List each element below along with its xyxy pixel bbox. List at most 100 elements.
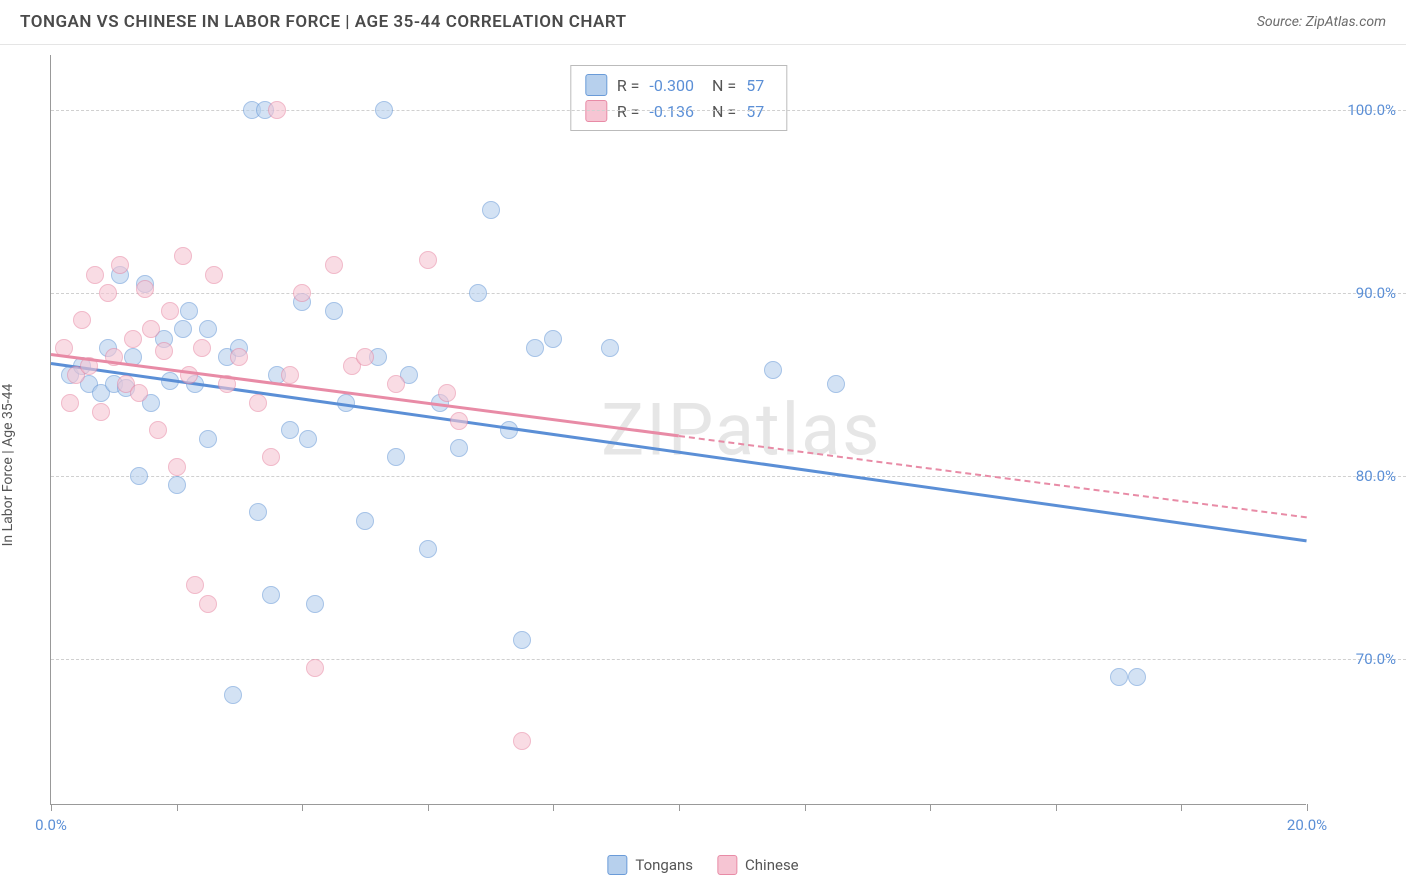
data-point	[180, 366, 198, 384]
data-point	[86, 266, 104, 284]
r-value: -0.136	[649, 102, 694, 121]
gridline	[51, 476, 1406, 477]
data-point	[469, 284, 487, 302]
x-tick	[679, 804, 680, 811]
data-point	[325, 302, 343, 320]
data-point	[450, 412, 468, 430]
series-swatch	[585, 100, 607, 122]
r-value: -0.300	[649, 76, 694, 95]
data-point	[168, 458, 186, 476]
data-point	[168, 476, 186, 494]
data-point	[419, 540, 437, 558]
legend-label: Tongans	[635, 856, 693, 874]
data-point	[387, 448, 405, 466]
data-point	[111, 256, 129, 274]
x-tick	[51, 804, 52, 811]
data-point	[1110, 668, 1128, 686]
data-point	[205, 266, 223, 284]
data-point	[180, 302, 198, 320]
data-point	[450, 439, 468, 457]
data-point	[73, 311, 91, 329]
data-point	[155, 342, 173, 360]
x-tick	[805, 804, 806, 811]
data-point	[124, 330, 142, 348]
gridline	[51, 293, 1406, 294]
data-point	[149, 421, 167, 439]
data-point	[1128, 668, 1146, 686]
legend-item: Chinese	[717, 855, 799, 875]
data-point	[293, 284, 311, 302]
data-point	[827, 375, 845, 393]
chart-source: Source: ZipAtlas.com	[1257, 14, 1386, 30]
data-point	[306, 595, 324, 613]
data-point	[161, 302, 179, 320]
x-tick	[428, 804, 429, 811]
data-point	[262, 586, 280, 604]
data-point	[193, 339, 211, 357]
data-point	[249, 503, 267, 521]
data-point	[281, 421, 299, 439]
data-point	[281, 366, 299, 384]
data-point	[199, 430, 217, 448]
data-point	[356, 512, 374, 530]
data-point	[61, 394, 79, 412]
data-point	[230, 348, 248, 366]
data-point	[262, 448, 280, 466]
legend-swatch	[607, 855, 627, 875]
data-point	[186, 576, 204, 594]
data-point	[142, 320, 160, 338]
x-tick	[302, 804, 303, 811]
data-point	[136, 280, 154, 298]
gridline	[51, 659, 1406, 660]
legend-swatch	[717, 855, 737, 875]
n-label: N =	[712, 102, 736, 121]
data-point	[199, 320, 217, 338]
data-point	[544, 330, 562, 348]
data-point	[387, 375, 405, 393]
x-tick	[177, 804, 178, 811]
y-tick-label: 90.0%	[1356, 284, 1396, 302]
data-point	[199, 595, 217, 613]
chart-header: TONGAN VS CHINESE IN LABOR FORCE | AGE 3…	[0, 0, 1406, 45]
stats-row: R = -0.300 N = 57	[585, 72, 772, 98]
x-tick	[1307, 804, 1308, 811]
plot-area: ZIPatlas R =-0.300N =57R =-0.136N =57 70…	[50, 55, 1306, 805]
n-label: N =	[712, 76, 736, 95]
data-point	[268, 101, 286, 119]
data-point	[513, 631, 531, 649]
x-tick	[930, 804, 931, 811]
x-tick-label: 20.0%	[1287, 816, 1327, 834]
data-point	[526, 339, 544, 357]
data-point	[130, 384, 148, 402]
x-tick	[553, 804, 554, 811]
data-point	[356, 348, 374, 366]
n-value: 57	[746, 102, 764, 121]
chart-container: In Labor Force | Age 35-44 ZIPatlas R =-…	[0, 45, 1406, 885]
data-point	[306, 659, 324, 677]
data-point	[174, 247, 192, 265]
y-axis-label: In Labor Force | Age 35-44	[0, 384, 16, 547]
data-point	[482, 201, 500, 219]
r-label: R =	[617, 76, 640, 95]
data-point	[764, 361, 782, 379]
legend-item: Tongans	[607, 855, 693, 875]
data-point	[224, 686, 242, 704]
correlation-stats-box: R = -0.300 N = 57R = -0.136 N = 57	[570, 65, 787, 131]
x-tick	[1181, 804, 1182, 811]
chart-title: TONGAN VS CHINESE IN LABOR FORCE | AGE 3…	[20, 12, 627, 32]
data-point	[601, 339, 619, 357]
data-point	[325, 256, 343, 274]
data-point	[375, 101, 393, 119]
data-point	[92, 403, 110, 421]
x-tick	[1056, 804, 1057, 811]
y-tick-label: 100.0%	[1347, 101, 1396, 119]
data-point	[419, 251, 437, 269]
series-swatch	[585, 74, 607, 96]
legend-label: Chinese	[745, 856, 799, 874]
data-point	[99, 284, 117, 302]
data-point	[130, 467, 148, 485]
data-point	[249, 394, 267, 412]
n-value: 57	[746, 76, 764, 95]
legend: Tongans Chinese	[607, 855, 798, 875]
stats-row: R =-0.136N =57	[585, 98, 772, 124]
